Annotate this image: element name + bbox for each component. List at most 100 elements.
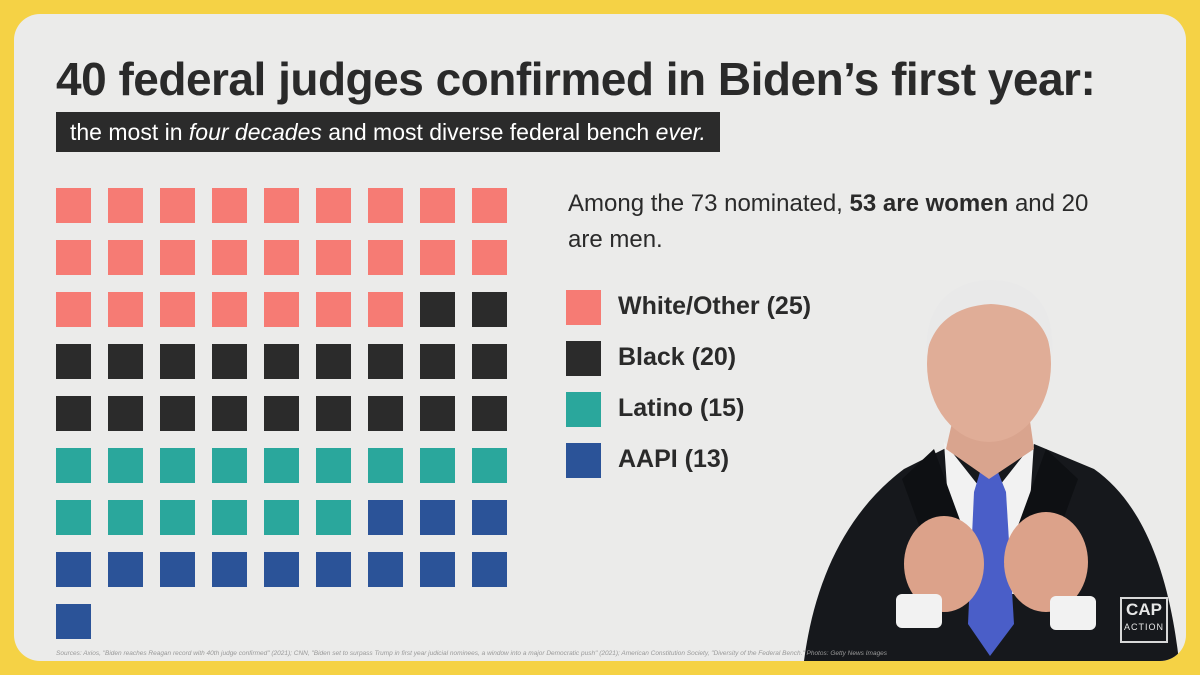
legend-swatch-latino: [566, 392, 601, 427]
nominated-women-count: 53 are women: [849, 190, 1009, 217]
infographic-card: 40 federal judges confirmed in Biden’s f…: [14, 14, 1186, 661]
legend-item-latino: Latino (15): [566, 392, 886, 428]
waffle-square-latino: [368, 448, 403, 483]
waffle-square-white-other: [212, 188, 247, 223]
waffle-square-aapi: [108, 552, 143, 587]
waffle-square-aapi: [472, 552, 507, 587]
waffle-square-black: [212, 396, 247, 431]
waffle-square-aapi: [264, 552, 299, 587]
waffle-square-latino: [160, 500, 195, 535]
waffle-square-white-other: [472, 240, 507, 275]
waffle-square-white-other: [212, 292, 247, 327]
waffle-square-white-other: [108, 292, 143, 327]
waffle-square-black: [420, 344, 455, 379]
waffle-square-black: [472, 396, 507, 431]
photo-cuff-left: [896, 594, 942, 628]
legend-swatch-black: [566, 341, 601, 376]
waffle-square-latino: [160, 448, 195, 483]
waffle-square-white-other: [160, 240, 195, 275]
waffle-square-latino: [420, 448, 455, 483]
speaker-photo: [804, 280, 1179, 661]
waffle-square-black: [108, 344, 143, 379]
legend-label-latino: Latino (15): [618, 394, 745, 422]
waffle-square-black: [108, 396, 143, 431]
photo-cuff-right: [1050, 596, 1096, 630]
waffle-square-aapi: [56, 604, 91, 639]
waffle-square-black: [368, 344, 403, 379]
waffle-square-aapi: [368, 500, 403, 535]
waffle-square-white-other: [160, 188, 195, 223]
waffle-square-black: [56, 344, 91, 379]
waffle-square-white-other: [264, 240, 299, 275]
waffle-square-white-other: [56, 240, 91, 275]
waffle-square-latino: [264, 448, 299, 483]
waffle-square-white-other: [316, 188, 351, 223]
legend-swatch-white-other: [566, 290, 601, 325]
legend-label-white-other: White/Other (25): [618, 292, 812, 320]
waffle-square-black: [264, 396, 299, 431]
waffle-square-white-other: [212, 240, 247, 275]
waffle-square-latino: [316, 448, 351, 483]
waffle-square-aapi: [56, 552, 91, 587]
photo-hair: [926, 280, 1053, 354]
legend-item-white-other: White/Other (25): [566, 290, 886, 326]
waffle-square-aapi: [420, 552, 455, 587]
waffle-square-latino: [108, 500, 143, 535]
waffle-square-black: [472, 344, 507, 379]
waffle-square-white-other: [264, 292, 299, 327]
waffle-square-black: [420, 292, 455, 327]
waffle-square-white-other: [108, 188, 143, 223]
waffle-square-white-other: [108, 240, 143, 275]
waffle-square-white-other: [420, 188, 455, 223]
cap-action-logo: CAP ACTION: [1120, 597, 1168, 643]
photo-hand-left: [904, 516, 984, 612]
waffle-square-latino: [108, 448, 143, 483]
nominated-summary: Among the 73 nominated, 53 are women and…: [568, 186, 1128, 258]
legend-swatch-aapi: [566, 443, 601, 478]
waffle-square-aapi: [472, 500, 507, 535]
waffle-square-black: [420, 396, 455, 431]
waffle-square-black: [56, 396, 91, 431]
waffle-square-latino: [212, 448, 247, 483]
waffle-square-black: [316, 396, 351, 431]
waffle-square-latino: [212, 500, 247, 535]
waffle-square-latino: [56, 448, 91, 483]
sources-footnote: Sources: Axios, "Biden reaches Reagan re…: [56, 650, 888, 657]
waffle-square-latino: [264, 500, 299, 535]
waffle-square-white-other: [56, 188, 91, 223]
waffle-square-white-other: [420, 240, 455, 275]
waffle-square-black: [212, 344, 247, 379]
waffle-square-white-other: [472, 188, 507, 223]
subtitle-banner: the most in four decades and most divers…: [56, 112, 720, 152]
photo-hand-right: [1004, 512, 1088, 612]
waffle-square-latino: [56, 500, 91, 535]
photo-tie: [968, 472, 1014, 656]
waffle-square-aapi: [160, 552, 195, 587]
waffle-square-black: [316, 344, 351, 379]
waffle-square-black: [368, 396, 403, 431]
waffle-square-black: [160, 344, 195, 379]
waffle-square-aapi: [212, 552, 247, 587]
subtitle-emphasis-1: four decades: [188, 119, 322, 145]
waffle-square-white-other: [160, 292, 195, 327]
legend-item-aapi: AAPI (13): [566, 443, 886, 479]
waffle-square-white-other: [264, 188, 299, 223]
waffle-square-black: [160, 396, 195, 431]
photo-head: [927, 286, 1051, 442]
waffle-square-white-other: [316, 240, 351, 275]
nominated-text-2: and 20 are men.: [568, 190, 1089, 253]
waffle-square-aapi: [420, 500, 455, 535]
legend-label-aapi: AAPI (13): [618, 445, 730, 473]
subtitle-emphasis-2: ever.: [655, 119, 706, 145]
waffle-square-black: [472, 292, 507, 327]
waffle-square-aapi: [368, 552, 403, 587]
page-title: 40 federal judges confirmed in Biden’s f…: [56, 53, 1096, 105]
waffle-square-white-other: [368, 188, 403, 223]
waffle-square-white-other: [368, 240, 403, 275]
waffle-chart: [56, 188, 507, 639]
waffle-square-white-other: [56, 292, 91, 327]
waffle-square-white-other: [368, 292, 403, 327]
waffle-square-latino: [316, 500, 351, 535]
waffle-square-black: [264, 344, 299, 379]
waffle-square-white-other: [316, 292, 351, 327]
